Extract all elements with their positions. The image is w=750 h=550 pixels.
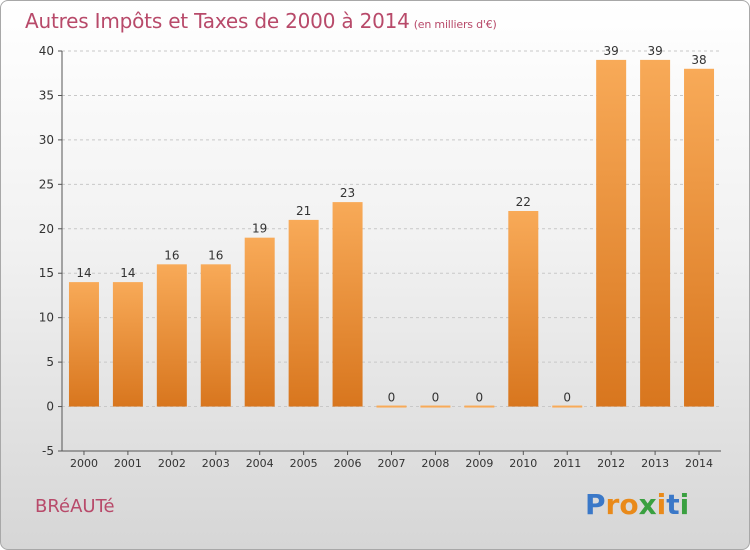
data-label: 16 bbox=[164, 248, 179, 262]
data-label: 19 bbox=[252, 222, 267, 236]
bar bbox=[508, 211, 539, 407]
x-tick-label: 2005 bbox=[290, 457, 318, 470]
bar bbox=[684, 68, 715, 407]
bar bbox=[244, 237, 275, 407]
x-tick-label: 2002 bbox=[158, 457, 186, 470]
bar bbox=[200, 264, 231, 407]
data-label: 14 bbox=[76, 266, 91, 280]
logo-letter: P bbox=[585, 488, 606, 521]
proxiti-logo: Proxiti bbox=[585, 488, 689, 521]
chart-title-text: Autres Impôts et Taxes de 2000 à 2014 bbox=[25, 9, 410, 33]
chart-title: Autres Impôts et Taxes de 2000 à 2014 (en… bbox=[25, 9, 497, 33]
y-tick-label: 15 bbox=[39, 266, 54, 280]
data-label: 21 bbox=[296, 204, 311, 218]
x-tick-label: 2000 bbox=[70, 457, 98, 470]
x-tick-label: 2004 bbox=[246, 457, 274, 470]
y-tick-label: 0 bbox=[46, 400, 54, 414]
data-label: 14 bbox=[120, 266, 135, 280]
bar bbox=[112, 282, 143, 407]
data-label: 23 bbox=[340, 186, 355, 200]
chart-subtitle: (en milliers d'€) bbox=[413, 18, 497, 31]
bar bbox=[552, 405, 583, 408]
data-label: 0 bbox=[388, 391, 396, 405]
data-label: 0 bbox=[563, 391, 571, 405]
bar bbox=[420, 405, 451, 408]
data-label: 39 bbox=[604, 44, 619, 58]
logo-letter: i bbox=[679, 488, 690, 521]
x-tick-label: 2006 bbox=[334, 457, 362, 470]
bar bbox=[332, 202, 363, 407]
x-tick-label: 2001 bbox=[114, 457, 142, 470]
data-label: 16 bbox=[208, 248, 223, 262]
x-tick-label: 2007 bbox=[378, 457, 406, 470]
data-label: 0 bbox=[432, 391, 440, 405]
y-tick-label: 25 bbox=[39, 177, 54, 191]
x-tick-label: 2012 bbox=[597, 457, 625, 470]
y-tick-label: 40 bbox=[39, 44, 54, 58]
x-tick-label: 2013 bbox=[641, 457, 669, 470]
logo-letter: t bbox=[666, 488, 680, 521]
logo-letter: x bbox=[638, 488, 657, 521]
bar bbox=[596, 59, 627, 407]
y-tick-label: 35 bbox=[39, 88, 54, 102]
y-tick-label: 20 bbox=[39, 222, 54, 236]
data-label: 39 bbox=[647, 44, 662, 58]
x-tick-label: 2008 bbox=[421, 457, 449, 470]
bar bbox=[640, 59, 671, 407]
bar bbox=[376, 405, 407, 408]
bar bbox=[68, 282, 99, 407]
bar bbox=[156, 264, 187, 407]
logo-letter: o bbox=[619, 488, 639, 521]
y-tick-label: 30 bbox=[39, 133, 54, 147]
data-label: 38 bbox=[691, 53, 706, 67]
x-tick-label: 2009 bbox=[465, 457, 493, 470]
logo-letter: r bbox=[605, 488, 620, 521]
x-tick-label: 2003 bbox=[202, 457, 230, 470]
x-tick-label: 2010 bbox=[509, 457, 537, 470]
data-label: 22 bbox=[516, 195, 531, 209]
logo-letter: i bbox=[656, 488, 667, 521]
data-label: 0 bbox=[476, 391, 484, 405]
bar bbox=[288, 219, 319, 407]
y-tick-label: 5 bbox=[46, 355, 54, 369]
x-tick-label: 2014 bbox=[685, 457, 713, 470]
x-tick-label: 2011 bbox=[553, 457, 581, 470]
y-tick-label: 10 bbox=[39, 311, 54, 325]
y-tick-label: -5 bbox=[42, 444, 54, 458]
location-name: BRéAUTé bbox=[35, 496, 115, 517]
bar bbox=[464, 405, 495, 408]
